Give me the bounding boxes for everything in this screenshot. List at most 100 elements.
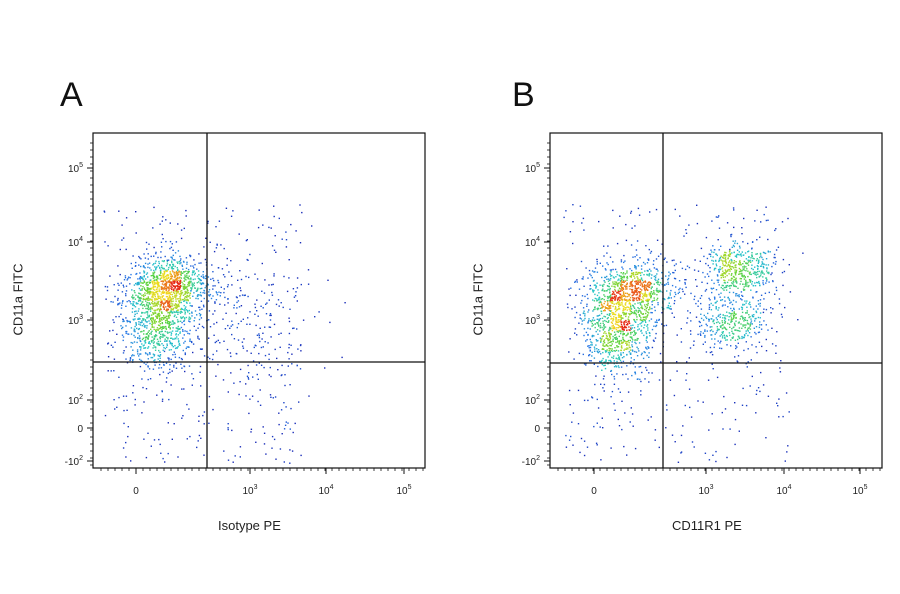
- event-dot: [740, 278, 742, 280]
- event-dot: [737, 335, 740, 337]
- event-dot: [192, 343, 195, 345]
- event-dot: [733, 333, 735, 335]
- event-dot: [592, 299, 594, 301]
- event-dot: [166, 310, 168, 312]
- event-dot: [636, 339, 638, 341]
- event-dot: [186, 330, 188, 333]
- event-dot: [147, 263, 149, 265]
- event-dot: [632, 274, 634, 276]
- event-dot: [146, 325, 148, 327]
- event-dot: [644, 378, 646, 380]
- event-dot: [259, 340, 261, 343]
- event-dot: [193, 259, 195, 261]
- event-dot: [636, 378, 639, 380]
- event-dot: [181, 285, 183, 287]
- event-dot: [630, 282, 632, 284]
- event-dot: [645, 321, 647, 323]
- event-dot: [621, 266, 623, 268]
- event-dot: [750, 322, 752, 324]
- event-dot: [597, 324, 600, 326]
- event-dot: [680, 434, 683, 437]
- event-dot: [583, 328, 586, 330]
- event-dot: [623, 305, 625, 308]
- event-dot: [174, 306, 177, 308]
- event-dot: [731, 261, 733, 263]
- event-dot: [587, 297, 589, 300]
- event-dot: [648, 347, 650, 349]
- event-dot: [610, 299, 612, 301]
- event-dot: [749, 261, 752, 263]
- event-dot: [624, 304, 627, 306]
- event-dot: [623, 339, 625, 342]
- event-dot: [176, 280, 178, 282]
- event-dot: [624, 285, 626, 287]
- event-dot: [202, 304, 205, 306]
- event-dot: [170, 288, 173, 291]
- event-dot: [638, 214, 641, 216]
- event-dot: [775, 249, 778, 251]
- event-dot: [163, 279, 165, 282]
- event-dot: [653, 283, 655, 285]
- event-dot: [148, 292, 150, 294]
- event-dot: [609, 337, 612, 339]
- event-dot: [744, 319, 747, 321]
- event-dot: [606, 307, 608, 309]
- event-dot: [630, 210, 633, 213]
- event-dot: [230, 215, 233, 217]
- event-dot: [142, 278, 144, 281]
- event-dot: [146, 311, 149, 313]
- event-dot: [569, 231, 572, 233]
- event-dot: [717, 315, 719, 317]
- event-dot: [742, 268, 744, 270]
- event-dot: [726, 315, 728, 317]
- event-dot: [629, 314, 631, 316]
- event-dot: [749, 301, 751, 303]
- event-dot: [775, 352, 777, 354]
- event-dot: [238, 306, 241, 308]
- event-dot: [619, 293, 622, 295]
- event-dot: [117, 265, 119, 267]
- event-dot: [173, 338, 175, 340]
- event-dot: [191, 287, 193, 289]
- event-dot: [789, 291, 792, 293]
- event-dot: [171, 258, 173, 260]
- event-dot: [595, 287, 597, 289]
- event-dot: [169, 371, 171, 374]
- event-dot: [170, 273, 172, 276]
- event-dot: [593, 425, 595, 428]
- event-dot: [737, 361, 739, 363]
- event-dot: [605, 350, 608, 352]
- event-dot: [674, 300, 676, 302]
- event-dot: [166, 300, 169, 302]
- event-dot: [160, 264, 163, 267]
- event-dot: [751, 247, 753, 249]
- event-dot: [202, 292, 204, 294]
- event-dot: [134, 298, 137, 300]
- event-dot: [729, 252, 731, 255]
- event-dot: [747, 327, 749, 329]
- event-dot: [763, 263, 765, 265]
- event-dot: [260, 364, 263, 366]
- event-dot: [747, 281, 749, 284]
- event-dot: [160, 330, 162, 333]
- event-dot: [583, 319, 585, 321]
- event-dot: [721, 256, 724, 258]
- event-dot: [177, 276, 179, 279]
- event-dot: [258, 352, 260, 355]
- event-dot: [634, 256, 636, 258]
- event-dot: [204, 258, 207, 261]
- event-dot: [641, 283, 643, 285]
- event-dot: [596, 294, 599, 297]
- event-dot: [143, 323, 145, 325]
- event-dot: [627, 340, 629, 343]
- event-dot: [745, 270, 747, 272]
- event-dot: [153, 341, 155, 343]
- event-dot: [618, 316, 620, 318]
- event-dot: [674, 208, 676, 211]
- event-dot: [158, 331, 161, 333]
- event-dot: [138, 299, 140, 301]
- event-dot: [623, 261, 625, 264]
- event-dot: [167, 315, 169, 318]
- event-dot: [757, 316, 760, 319]
- x-tick-label: 103: [242, 484, 257, 497]
